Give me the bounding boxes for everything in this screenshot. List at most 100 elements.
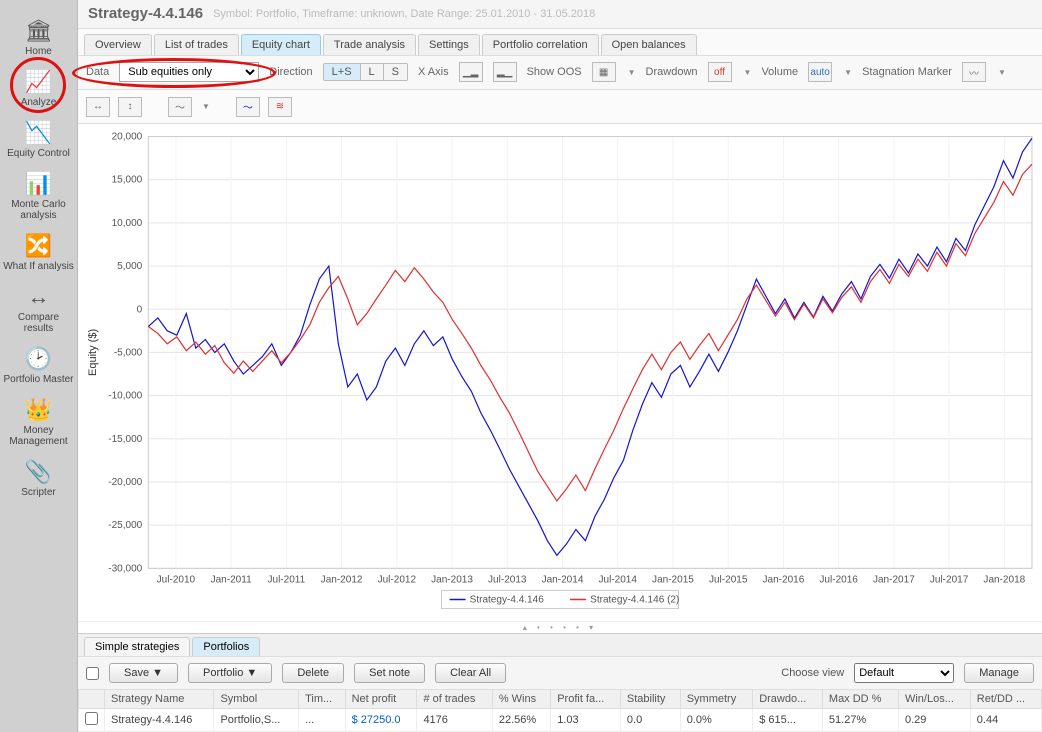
show-oos-toggle[interactable]: ▦	[592, 62, 616, 82]
bottom-tabs: Simple strategies Portfolios	[78, 633, 1042, 656]
chart-type-line-icon[interactable]: 〜	[168, 97, 192, 117]
portfolio-master-icon: 🕑	[2, 346, 75, 372]
xaxis-time-icon[interactable]: ▂▁	[493, 62, 517, 82]
show-oos-label: Show OOS	[527, 66, 582, 78]
row-checkbox[interactable]	[85, 712, 98, 725]
svg-text:Jan-2013: Jan-2013	[431, 575, 473, 586]
sidebar-label: Compare results	[2, 312, 75, 334]
sidebar-label: Scripter	[2, 487, 75, 498]
column-header[interactable]: Tim...	[299, 690, 346, 709]
svg-text:Equity ($): Equity ($)	[87, 329, 99, 376]
sidebar-label: Analyze	[2, 97, 75, 108]
table-cell: 1.03	[551, 709, 621, 732]
table-cell: Strategy-4.4.146	[105, 709, 214, 732]
column-header[interactable]: % Wins	[492, 690, 550, 709]
svg-text:Jan-2017: Jan-2017	[873, 575, 915, 586]
direction-ls[interactable]: L+S	[324, 64, 361, 80]
column-header[interactable]: Max DD %	[822, 690, 898, 709]
svg-text:-20,000: -20,000	[108, 477, 142, 488]
chevron-down-icon[interactable]: ▼	[998, 68, 1006, 77]
sidebar-item-whatif[interactable]: 🔀 What If analysis	[0, 227, 77, 278]
table-cell: 0.29	[898, 709, 970, 732]
table-row[interactable]: Strategy-4.4.146Portfolio,S......$ 27250…	[79, 709, 1042, 732]
main: Strategy-4.4.146 Symbol: Portfolio, Time…	[78, 0, 1042, 732]
table-cell: 0.0%	[680, 709, 753, 732]
tab-portfolio-correlation[interactable]: Portfolio correlation	[482, 34, 599, 55]
svg-text:Jul-2016: Jul-2016	[819, 575, 858, 586]
btab-simple-strategies[interactable]: Simple strategies	[84, 637, 190, 656]
stagnation-marker-icon[interactable]: 〰	[962, 62, 986, 82]
column-header[interactable]: Net profit	[345, 690, 417, 709]
data-select[interactable]: Sub equities only	[119, 62, 259, 82]
montecarlo-icon: 📊	[2, 171, 75, 197]
chart-series-multi-icon[interactable]: ≋	[268, 97, 292, 117]
sidebar-item-home[interactable]: 🏛 Home	[0, 12, 77, 63]
chevron-down-icon[interactable]: ▼	[844, 68, 852, 77]
chart-svg: -30,000-25,000-20,000-15,000-10,000-5,00…	[78, 124, 1042, 621]
chart-toolbar: Data Sub equities only Direction L+S L S…	[78, 56, 1042, 90]
chart-zoom-y-icon[interactable]: ↕	[118, 97, 142, 117]
manage-button[interactable]: Manage	[964, 663, 1034, 683]
tab-list-of-trades[interactable]: List of trades	[154, 34, 239, 55]
column-header[interactable]: Symmetry	[680, 690, 753, 709]
chart-series-1-icon[interactable]: 〜	[236, 97, 260, 117]
column-header[interactable]: Strategy Name	[105, 690, 214, 709]
direction-s[interactable]: S	[384, 64, 407, 80]
column-header[interactable]: Stability	[620, 690, 680, 709]
column-header[interactable]: Symbol	[214, 690, 299, 709]
sidebar-item-money-mgmt[interactable]: 👑 Money Management	[0, 391, 77, 453]
results-table: Strategy NameSymbolTim...Net profit# of …	[78, 689, 1042, 732]
whatif-icon: 🔀	[2, 233, 75, 259]
tab-open-balances[interactable]: Open balances	[601, 34, 697, 55]
chevron-down-icon[interactable]: ▼	[628, 68, 636, 77]
tab-equity-chart[interactable]: Equity chart	[241, 34, 321, 55]
tab-settings[interactable]: Settings	[418, 34, 480, 55]
equity-chart[interactable]: -30,000-25,000-20,000-15,000-10,000-5,00…	[78, 124, 1042, 621]
column-header[interactable]: Ret/DD ...	[970, 690, 1041, 709]
stagnation-label: Stagnation Marker	[862, 66, 952, 78]
column-header[interactable]: Win/Los...	[898, 690, 970, 709]
btab-portfolios[interactable]: Portfolios	[192, 637, 260, 656]
tab-overview[interactable]: Overview	[84, 34, 152, 55]
drawdown-toggle[interactable]: off	[708, 62, 732, 82]
save-button[interactable]: Save ▼	[109, 663, 178, 683]
direction-label: Direction	[269, 66, 312, 78]
set-note-button[interactable]: Set note	[354, 663, 425, 683]
chart-zoom-x-icon[interactable]: ↔	[86, 97, 110, 117]
column-header[interactable]: Profit fa...	[551, 690, 621, 709]
splitter-handle[interactable]: ▴ • • • • ▾	[78, 621, 1042, 633]
sidebar-item-equity-control[interactable]: 📉 Equity Control	[0, 114, 77, 165]
sidebar-item-scripter[interactable]: 📎 Scripter	[0, 453, 77, 504]
analyze-icon: 📈	[2, 69, 75, 95]
direction-l[interactable]: L	[361, 64, 384, 80]
column-header[interactable]: # of trades	[417, 690, 492, 709]
volume-toggle[interactable]: auto	[808, 62, 832, 82]
sidebar-item-monte-carlo[interactable]: 📊 Monte Carlo analysis	[0, 165, 77, 227]
sidebar-item-portfolio-master[interactable]: 🕑 Portfolio Master	[0, 340, 77, 391]
portfolio-button[interactable]: Portfolio ▼	[188, 663, 272, 683]
column-header[interactable]: Drawdo...	[753, 690, 823, 709]
svg-text:Jan-2015: Jan-2015	[652, 575, 694, 586]
table-cell: 4176	[417, 709, 492, 732]
home-icon: 🏛	[2, 18, 75, 44]
clear-all-button[interactable]: Clear All	[435, 663, 506, 683]
page-subtitle: Symbol: Portfolio, Timeframe: unknown, D…	[213, 8, 595, 20]
sidebar-label: Money Management	[2, 425, 75, 447]
svg-text:-10,000: -10,000	[108, 391, 142, 402]
sidebar-item-analyze[interactable]: 📈 Analyze	[0, 63, 77, 114]
table-cell: $ 27250.0	[345, 709, 417, 732]
volume-label: Volume	[761, 66, 798, 78]
sidebar-item-compare[interactable]: ↔ Compare results	[0, 278, 77, 340]
header: Strategy-4.4.146 Symbol: Portfolio, Time…	[78, 0, 1042, 29]
chart-sub-toolbar: ↔ ↕ 〜 ▼ 〜 ≋	[78, 90, 1042, 124]
tab-trade-analysis[interactable]: Trade analysis	[323, 34, 416, 55]
chevron-down-icon[interactable]: ▼	[202, 102, 210, 111]
choose-view-select[interactable]: Default	[854, 663, 954, 683]
sidebar-label: Portfolio Master	[2, 374, 75, 385]
svg-text:Strategy-4.4.146: Strategy-4.4.146	[470, 595, 545, 606]
svg-text:-30,000: -30,000	[108, 564, 142, 575]
chevron-down-icon[interactable]: ▼	[744, 68, 752, 77]
select-all-checkbox[interactable]	[86, 667, 99, 680]
xaxis-trades-icon[interactable]: ▁▂	[459, 62, 483, 82]
delete-button[interactable]: Delete	[282, 663, 344, 683]
